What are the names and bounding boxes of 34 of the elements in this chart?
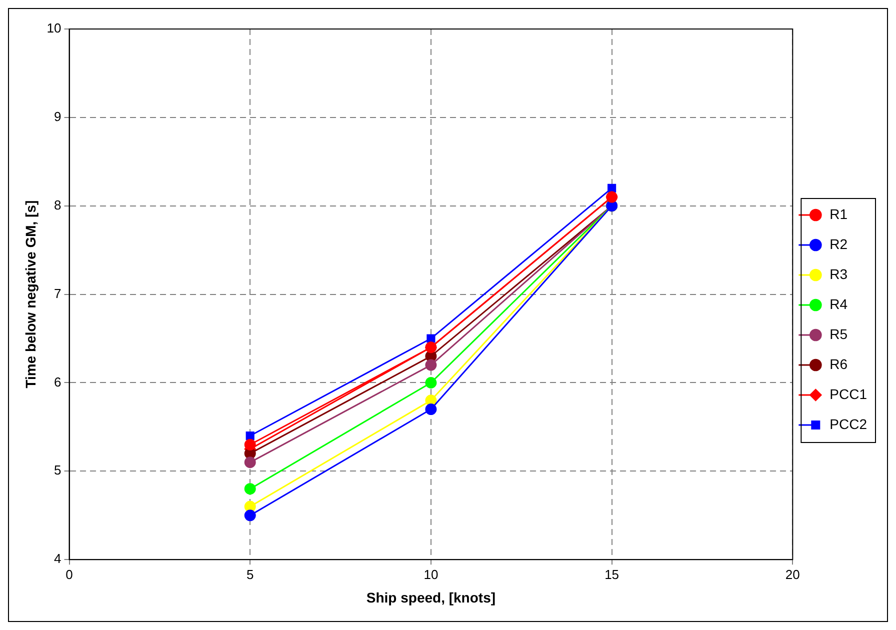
point (244, 456, 256, 468)
x-tick-label: 0 (66, 566, 73, 582)
legend-label: PCC1 (830, 386, 868, 402)
legend-label: R5 (830, 326, 848, 342)
y-tick-label: 10 (46, 20, 62, 36)
point (425, 404, 437, 416)
y-tick-label: 7 (54, 286, 62, 301)
y-tick-label: 4 (54, 551, 62, 566)
legend-label: PCC2 (830, 416, 868, 432)
point (426, 334, 436, 343)
y-tick-label: 8 (54, 197, 62, 212)
legend-label: R1 (830, 206, 848, 222)
point (244, 438, 256, 450)
point (606, 191, 618, 203)
point (244, 510, 256, 522)
point (244, 483, 256, 495)
point (425, 376, 437, 388)
y-tick-label: 9 (54, 109, 62, 124)
point (425, 359, 437, 371)
legend-label: R4 (830, 296, 848, 312)
point (425, 342, 437, 354)
legend-label: R6 (830, 356, 848, 372)
y-tick-label: 5 (54, 462, 62, 478)
x-tick-label: 5 (246, 566, 254, 582)
point (608, 184, 616, 192)
y-axis-title: Time below negative GM, [s] (22, 200, 38, 388)
x-tick-label: 20 (785, 566, 800, 582)
y-tick-label: 6 (54, 374, 62, 390)
x-tick-label: 15 (604, 566, 620, 582)
legend-label: R2 (830, 236, 848, 252)
legend-label: R3 (830, 266, 848, 282)
x-axis-title: Ship speed, [knots] (366, 589, 496, 606)
point (246, 432, 254, 440)
x-tick-label: 10 (424, 566, 438, 582)
